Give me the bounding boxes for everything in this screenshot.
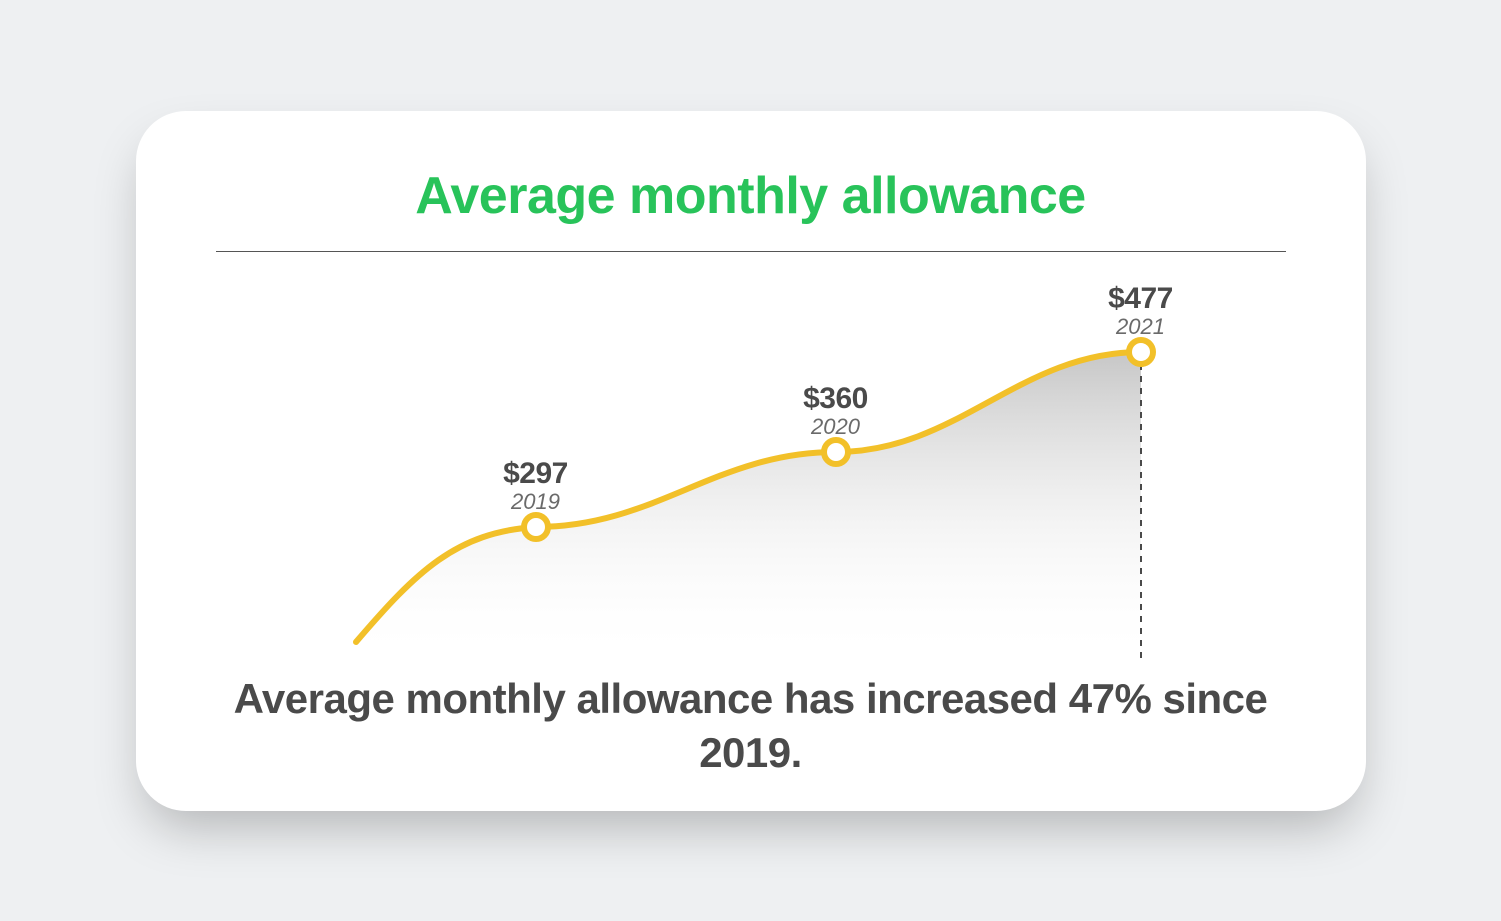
chart-point-year: 2019 [503, 489, 568, 515]
chart-point-label: $3602020 [803, 382, 868, 440]
card-title: Average monthly allowance [216, 166, 1286, 226]
chart-point-label: $4772021 [1108, 282, 1173, 340]
chart-point-label: $2972019 [503, 457, 568, 515]
chart-labels-layer: $2972019 $3602020 $4772021 [216, 262, 1286, 662]
card-caption: Average monthly allowance has increased … [216, 672, 1286, 781]
chart-point-year: 2021 [1108, 314, 1173, 340]
chart-point-value: $477 [1108, 282, 1173, 316]
chart-point-year: 2020 [803, 414, 868, 440]
stat-card: Average monthly allowance $2972019$36020… [136, 111, 1366, 811]
allowance-chart: $2972019 $3602020 $4772021 [216, 262, 1286, 662]
divider-line [216, 251, 1286, 252]
chart-point-value: $360 [803, 382, 868, 416]
chart-point-value: $297 [503, 457, 568, 491]
